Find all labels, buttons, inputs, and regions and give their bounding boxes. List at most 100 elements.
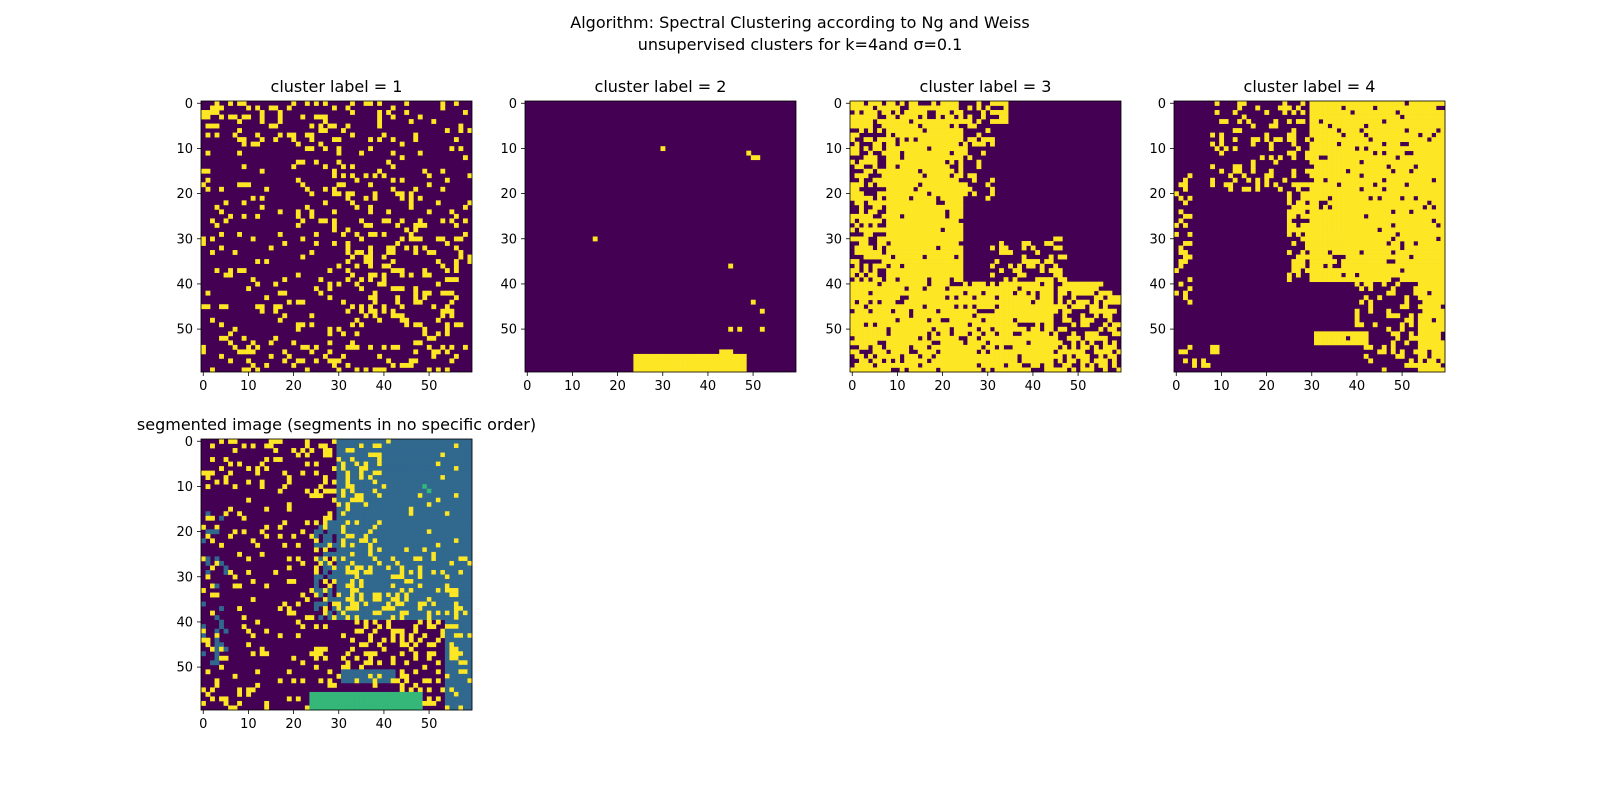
heatmap-cell: [444, 497, 450, 503]
heatmap-cell: [877, 277, 882, 283]
heatmap-cell: [395, 542, 401, 548]
heatmap-cell: [304, 367, 310, 373]
heatmap-cell: [413, 524, 419, 530]
heatmap-cell: [1304, 168, 1310, 174]
heatmap-cell: [1359, 105, 1365, 111]
heatmap-cell: [971, 281, 977, 287]
heatmap-cell: [944, 173, 950, 179]
heatmap-cell: [1026, 299, 1032, 305]
heatmap-cell: [1183, 295, 1188, 301]
heatmap-cell: [1417, 213, 1423, 219]
heatmap-cell: [881, 213, 887, 219]
heatmap-cell: [462, 466, 468, 471]
heatmap-cell: [1426, 344, 1432, 350]
heatmap-cell: [886, 222, 891, 228]
heatmap-cell: [277, 533, 283, 539]
heatmap-cell: [1381, 132, 1387, 138]
heatmap-cell: [453, 502, 459, 508]
heatmap-cell: [922, 231, 928, 237]
heatmap-cell: [1314, 177, 1319, 183]
heatmap-cell: [1363, 182, 1369, 188]
heatmap-cell: [431, 515, 437, 521]
heatmap-cell: [904, 200, 910, 206]
heatmap-cell: [944, 204, 950, 210]
heatmap-cell: [359, 497, 364, 503]
heatmap-cell: [935, 191, 941, 197]
heatmap-cell: [399, 141, 405, 147]
heatmap-cell: [863, 286, 869, 292]
heatmap-cell: [350, 340, 355, 346]
heatmap-cell: [1291, 227, 1297, 233]
heatmap-cell: [1386, 227, 1392, 233]
heatmap-cell: [1395, 159, 1401, 165]
heatmap-cell: [1309, 200, 1315, 206]
heatmap-cell: [886, 105, 891, 111]
heatmap-cell: [886, 322, 891, 328]
heatmap-cell: [922, 259, 928, 264]
heatmap-cell: [926, 141, 932, 147]
heatmap-cell: [350, 484, 355, 490]
heatmap-cell: [967, 308, 973, 314]
heatmap-cell: [1021, 286, 1027, 292]
heatmap-cell: [859, 362, 864, 368]
heatmap-cell: [935, 204, 941, 210]
heatmap-cell: [953, 358, 959, 364]
heatmap-cell: [1017, 263, 1022, 269]
heatmap-cell: [1395, 268, 1401, 273]
heatmap-cell: [1399, 159, 1405, 165]
heatmap-cell: [953, 349, 959, 355]
heatmap-cell: [1309, 241, 1315, 246]
heatmap-cell: [255, 213, 261, 219]
heatmap-cell: [232, 344, 238, 350]
heatmap-cell: [922, 123, 928, 129]
heatmap-cell: [350, 493, 355, 499]
heatmap-cell: [336, 479, 342, 485]
heatmap-cell: [372, 538, 378, 544]
heatmap-cell: [413, 506, 419, 512]
heatmap-cell: [354, 457, 360, 462]
heatmap-cell: [877, 191, 882, 197]
heatmap-cell: [850, 123, 855, 129]
heatmap-cell: [1350, 204, 1356, 210]
heatmap-cell: [435, 443, 441, 449]
heatmap-cell: [273, 439, 279, 444]
heatmap-cell: [322, 218, 328, 224]
heatmap-cell: [1075, 353, 1081, 359]
heatmap-cell: [327, 268, 333, 273]
heatmap-cell: [341, 353, 346, 359]
heatmap-cell: [863, 105, 869, 111]
heatmap-cell: [1323, 105, 1328, 111]
heatmap-cell: [1332, 222, 1337, 228]
heatmap-cell: [359, 218, 364, 224]
heatmap-cell: [304, 186, 310, 192]
heatmap-cell: [458, 439, 464, 444]
heatmap-cell: [944, 101, 950, 106]
heatmap-cell: [877, 263, 882, 269]
heatmap-cell: [1071, 290, 1077, 296]
heatmap-cell: [395, 295, 401, 301]
heatmap-cell: [967, 137, 973, 142]
heatmap-cell: [1386, 141, 1392, 147]
heatmap-cell: [1359, 141, 1365, 147]
heatmap-cell: [872, 101, 878, 106]
heatmap-cell: [1048, 358, 1054, 364]
heatmap-cell: [237, 511, 242, 517]
heatmap-cell: [872, 146, 878, 152]
heatmap-cell: [958, 173, 964, 179]
heatmap-cell: [1003, 245, 1009, 251]
heatmap-cell: [372, 461, 378, 467]
heatmap-cell: [1381, 277, 1387, 283]
heatmap-cell: [908, 304, 914, 310]
heatmap-cell: [895, 308, 901, 314]
heatmap-cell: [435, 439, 441, 444]
heatmap-cell: [1295, 259, 1301, 264]
heatmap-cell: [354, 497, 360, 503]
heatmap-cell: [408, 475, 414, 480]
heatmap-cell: [935, 277, 941, 283]
heatmap-cell: [687, 353, 693, 359]
heatmap-cell: [237, 119, 242, 124]
heatmap-cell: [1377, 204, 1383, 210]
heatmap-cell: [1386, 123, 1392, 129]
heatmap-cell: [877, 367, 882, 373]
heatmap-cell: [1431, 344, 1437, 350]
